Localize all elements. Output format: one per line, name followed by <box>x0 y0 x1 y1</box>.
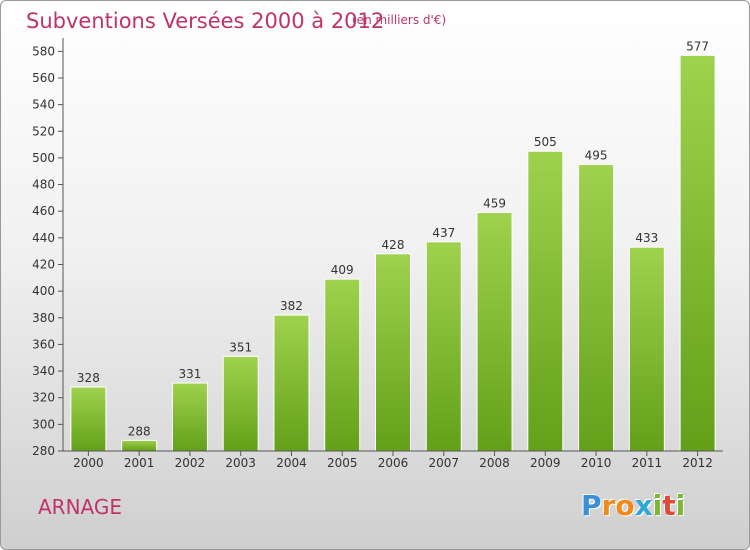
y-tick-label: 520 <box>32 124 55 138</box>
bar-2012 <box>679 54 716 452</box>
x-tick-label-2008: 2008 <box>479 456 510 470</box>
x-tick-label-2004: 2004 <box>276 456 307 470</box>
y-tick-label: 420 <box>32 257 55 271</box>
y-tick-label: 360 <box>32 337 55 351</box>
bar-2002 <box>171 382 208 452</box>
bar-2007 <box>425 241 462 452</box>
y-tick-label: 580 <box>32 44 55 58</box>
x-tick-label-2011: 2011 <box>632 456 663 470</box>
x-tick-label-2003: 2003 <box>225 456 256 470</box>
logo-letter: t <box>662 489 676 522</box>
y-tick-label: 540 <box>32 98 55 112</box>
logo-letter: o <box>615 489 635 522</box>
bar-2000 <box>70 386 107 452</box>
logo-letter: P <box>581 489 602 522</box>
logo-letter: r <box>601 489 616 522</box>
data-label-2006: 428 <box>382 238 405 252</box>
logo-letter: x <box>634 489 653 522</box>
data-label-2007: 437 <box>432 226 455 240</box>
y-tick-label: 300 <box>32 417 55 431</box>
bar-2011 <box>628 246 665 452</box>
x-tick-label-2012: 2012 <box>682 456 713 470</box>
y-tick-label: 500 <box>32 151 55 165</box>
proxiti-logo: Proxiti <box>581 489 685 522</box>
data-label-2009: 505 <box>534 135 557 149</box>
data-label-2000: 328 <box>77 371 100 385</box>
y-axis: 280 300 320 340 360 380 400 420 440 460 480 500 520 5… <box>32 38 64 458</box>
x-tick-label-2007: 2007 <box>428 456 459 470</box>
chart-subtitle: (en milliers d'€) <box>352 13 447 27</box>
logo-letter: i <box>652 489 663 522</box>
bar-2003 <box>222 355 259 452</box>
y-tick-label: 340 <box>32 364 55 378</box>
x-axis: 2000 2001 2002 2003 2004 2005 2006 2007 2008 2009… <box>63 450 723 470</box>
y-tick-label: 380 <box>32 311 55 325</box>
data-label-2005: 409 <box>331 263 354 277</box>
bar-2009 <box>527 150 564 452</box>
y-tick-label: 280 <box>32 444 55 458</box>
x-tick-label-2006: 2006 <box>378 456 409 470</box>
data-label-2001: 288 <box>128 424 151 438</box>
y-tick-label: 480 <box>32 178 55 192</box>
data-label-2004: 382 <box>280 299 303 313</box>
bar-2005 <box>324 278 361 452</box>
bar-2006 <box>375 253 411 452</box>
x-tick-label-2001: 2001 <box>124 456 155 470</box>
data-label-2012: 577 <box>686 39 709 53</box>
bar-2008 <box>476 212 513 452</box>
x-tick-label-2010: 2010 <box>581 456 612 470</box>
data-label-2003: 351 <box>229 340 252 354</box>
y-tick-label: 560 <box>32 71 55 85</box>
x-tick-label-2000: 2000 <box>73 456 104 470</box>
x-tick-label-2009: 2009 <box>530 456 561 470</box>
place-name: ARNAGE <box>38 495 123 519</box>
data-label-2011: 433 <box>635 231 658 245</box>
x-tick-label-2005: 2005 <box>327 456 358 470</box>
logo-letter: i <box>675 489 686 522</box>
y-tick-label: 440 <box>32 231 55 245</box>
bars: 328 288 331 351 382 409 428 437 459 505 495 433 577 <box>70 39 716 452</box>
data-label-2010: 495 <box>585 149 608 163</box>
chart-title: Subventions Versées 2000 à 2012 <box>26 9 385 33</box>
bar-2001 <box>121 439 158 452</box>
y-tick-label: 460 <box>32 204 55 218</box>
x-tick-label-2002: 2002 <box>175 456 206 470</box>
bar-2010 <box>578 164 615 452</box>
data-label-2002: 331 <box>178 367 201 381</box>
y-tick-label: 400 <box>32 284 55 298</box>
data-label-2008: 459 <box>483 197 506 211</box>
y-tick-label: 320 <box>32 391 55 405</box>
bar-2004 <box>273 314 310 452</box>
